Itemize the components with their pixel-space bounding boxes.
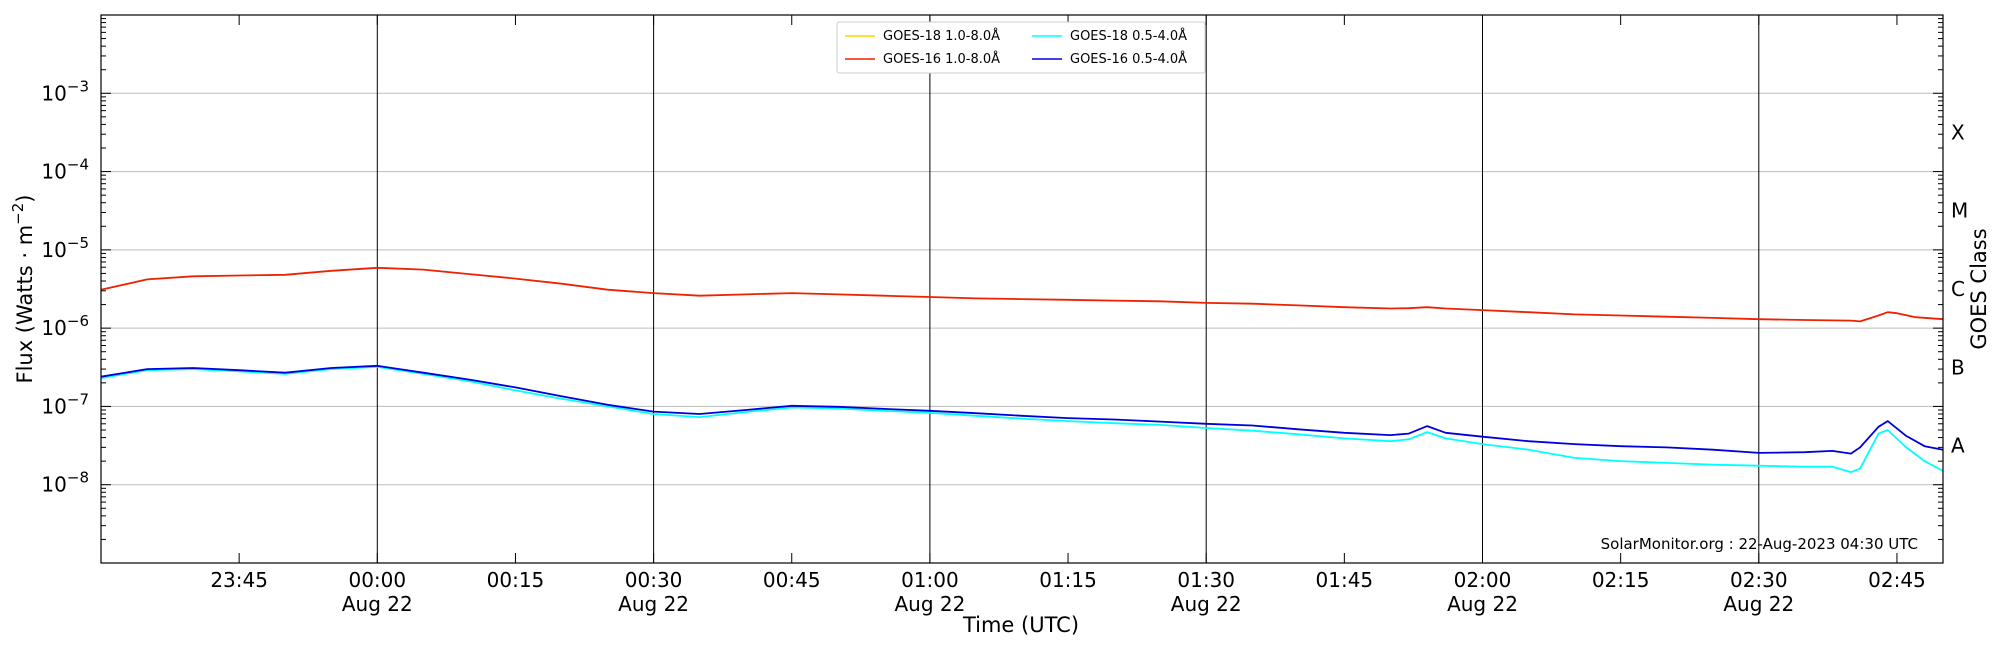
series-line-2 bbox=[100, 365, 1944, 474]
y-tick-base: 10 bbox=[41, 316, 66, 340]
legend-label: GOES-18 0.5-4.0Å bbox=[1070, 28, 1187, 44]
axis-ticks bbox=[101, 15, 1943, 564]
legend-box bbox=[836, 21, 1206, 74]
y-tick-exponent: −7 bbox=[67, 390, 89, 408]
x-tick-date-label: Aug 22 bbox=[1171, 592, 1242, 616]
x-tick-label: 00:00 bbox=[348, 568, 406, 592]
legend: GOES-18 1.0-8.0Å GOES-16 1.0-8.0Å GOES-18 … bbox=[836, 21, 1206, 74]
series-lines bbox=[100, 266, 1944, 474]
y-tick-base: 10 bbox=[41, 473, 66, 497]
x-tick-label: 01:45 bbox=[1316, 568, 1374, 592]
x-tick-date-label: Aug 22 bbox=[618, 592, 689, 616]
y-tick-base: 10 bbox=[41, 160, 66, 184]
goes-class-label: A bbox=[1951, 434, 1965, 458]
y-tick-label: 10−5 bbox=[41, 234, 89, 262]
y-tick-label: 10−7 bbox=[41, 390, 89, 418]
goes-class-label: C bbox=[1951, 277, 1965, 301]
x-tick-date-label: Aug 22 bbox=[1447, 592, 1518, 616]
plot-frame bbox=[100, 14, 1944, 564]
series-line-1 bbox=[100, 266, 1944, 323]
y-tick-exponent: −8 bbox=[67, 469, 89, 487]
x-axis-title: Time (UTC) bbox=[962, 613, 1079, 637]
plot-background bbox=[101, 15, 1943, 563]
x-tick-label: 02:00 bbox=[1454, 568, 1512, 592]
y-tick-base: 10 bbox=[41, 238, 66, 262]
y-tick-label: 10−4 bbox=[41, 156, 89, 184]
y-tick-exponent: −4 bbox=[67, 156, 89, 174]
x-tick-label: 23:45 bbox=[210, 568, 268, 592]
goes-class-label: M bbox=[1951, 199, 1968, 223]
series-line-3 bbox=[100, 364, 1944, 455]
legend-label: GOES-16 0.5-4.0Å bbox=[1070, 51, 1187, 67]
x-tick-label: 00:15 bbox=[487, 568, 545, 592]
y-tick-exponent: −3 bbox=[67, 77, 89, 95]
y-tick-label: 10−8 bbox=[41, 469, 89, 497]
x-tick-label: 00:30 bbox=[625, 568, 683, 592]
goes-class-labels: X M C B A bbox=[1951, 120, 1968, 457]
y-axis-title-main: Flux (Watts · m bbox=[13, 225, 37, 384]
y-tick-labels: 10−310−410−510−610−710−8 bbox=[41, 77, 89, 496]
y-axis-title-sup: −2 bbox=[9, 203, 27, 225]
goes-class-label: X bbox=[1951, 120, 1965, 144]
source-stamp: SolarMonitor.org : 22-Aug-2023 04:30 UTC bbox=[1601, 535, 1918, 553]
x-tick-label: 01:00 bbox=[901, 568, 959, 592]
legend-label: GOES-16 1.0-8.0Å bbox=[883, 51, 1000, 67]
y-tick-label: 10−3 bbox=[41, 77, 89, 105]
x-tick-label: 01:30 bbox=[1177, 568, 1235, 592]
goes-class-label: B bbox=[1951, 355, 1965, 379]
y-tick-exponent: −6 bbox=[67, 312, 89, 330]
x-tick-date-label: Aug 22 bbox=[894, 592, 965, 616]
x-tick-label: 00:45 bbox=[763, 568, 821, 592]
x-tick-date-label: Aug 22 bbox=[1723, 592, 1794, 616]
grid-lines bbox=[101, 15, 1943, 563]
x-tick-label: 01:15 bbox=[1039, 568, 1097, 592]
x-tick-date-label: Aug 22 bbox=[342, 592, 413, 616]
x-tick-label: 02:45 bbox=[1868, 568, 1926, 592]
x-tick-label: 02:30 bbox=[1730, 568, 1788, 592]
y-axis-title: Flux (Watts · m−2) bbox=[9, 194, 37, 383]
y-tick-base: 10 bbox=[41, 81, 66, 105]
y-tick-exponent: −5 bbox=[67, 234, 89, 252]
y2-axis-title: GOES Class bbox=[1967, 228, 1991, 349]
legend-label: GOES-18 1.0-8.0Å bbox=[883, 28, 1000, 44]
x-tick-label: 02:15 bbox=[1592, 568, 1650, 592]
y-tick-label: 10−6 bbox=[41, 312, 89, 340]
y-tick-base: 10 bbox=[41, 394, 66, 418]
y-axis-title-close: ) bbox=[13, 194, 37, 202]
